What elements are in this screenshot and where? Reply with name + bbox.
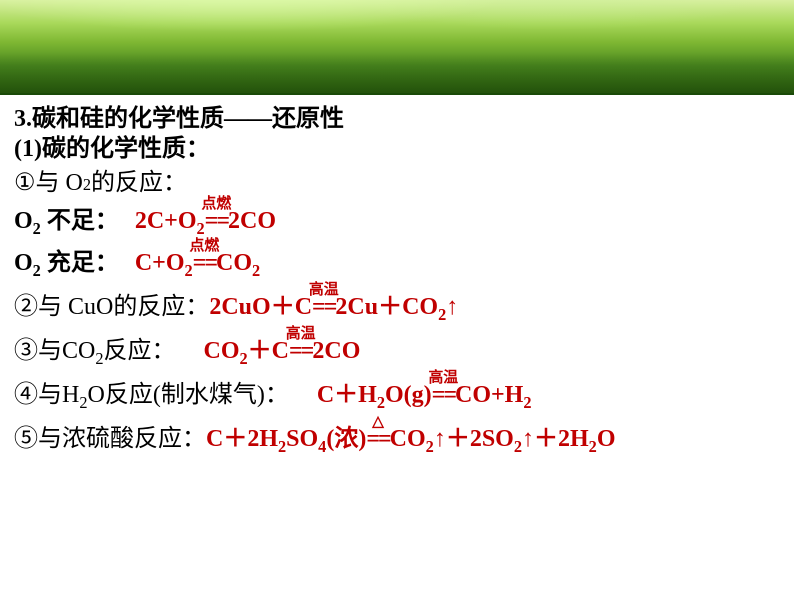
eq-sign-wrap: 高温== bbox=[312, 295, 335, 319]
s4: 2 bbox=[514, 437, 522, 456]
condition: 高温 bbox=[309, 283, 339, 298]
n: ② bbox=[14, 294, 38, 320]
eq-sign-wrap: 点燃== bbox=[193, 251, 216, 275]
l: 与 CuO的反应： bbox=[38, 294, 209, 320]
eq-left: 2C+O bbox=[135, 208, 197, 234]
condition: △ bbox=[372, 415, 383, 430]
equation-o2-low: 2C+O2点燃==2CO bbox=[135, 209, 276, 233]
eq-sign-wrap: △== bbox=[366, 427, 389, 451]
item-3: ③与CO2反应： CO2＋C高温==2CO bbox=[14, 339, 780, 363]
item-2: ②与 CuO的反应： 2CuO＋C高温==2Cu＋CO2↑ bbox=[14, 295, 780, 319]
item-1: ①与 O2 的反应： bbox=[14, 171, 780, 195]
t: O bbox=[14, 250, 33, 276]
section-number: (1) bbox=[14, 137, 42, 161]
plus: ＋C bbox=[248, 338, 289, 364]
eq-sub2: 2 bbox=[252, 261, 260, 280]
eq-mid: O(g) bbox=[385, 382, 432, 408]
eq-sub1: 2 bbox=[377, 393, 385, 412]
p4: CO bbox=[390, 426, 426, 452]
o2-high-label: O2 充足： bbox=[14, 251, 119, 275]
t2: 充足： bbox=[41, 250, 119, 276]
item-2-label: ②与 CuO的反应： bbox=[14, 295, 209, 319]
item-5-label: ⑤与浓硫酸反应 bbox=[14, 427, 182, 451]
l2: 反应： bbox=[104, 338, 176, 364]
s: 2 bbox=[95, 349, 103, 368]
item-3-label: ③与CO2反应： bbox=[14, 339, 176, 363]
condition: 点燃 bbox=[189, 239, 219, 254]
p2: SO bbox=[286, 426, 318, 452]
eq-sign-wrap: 高温== bbox=[289, 339, 312, 363]
equation-h2o: C＋H2O(g)高温==CO+H2 bbox=[317, 383, 532, 407]
eq-sub: 2 bbox=[438, 305, 446, 324]
o2-low-label: O2 不足： bbox=[14, 209, 119, 233]
eq-sign-wrap: 点燃== bbox=[205, 209, 228, 233]
eq-left: 2CuO＋C bbox=[209, 294, 312, 320]
condition: 高温 bbox=[286, 327, 316, 342]
equation-co2: CO2＋C高温==2CO bbox=[204, 339, 361, 363]
eq-right: 2Cu＋CO bbox=[335, 294, 438, 320]
ar1: ↑＋2SO bbox=[434, 426, 514, 452]
n: ⑤ bbox=[14, 426, 38, 452]
s3: 2 bbox=[426, 437, 434, 456]
item-4: ④与H2O反应(制水煤气)： C＋H2O(g)高温==CO+H2 bbox=[14, 383, 780, 407]
l2: O反应(制水煤气)： bbox=[88, 382, 289, 408]
n: ④ bbox=[14, 382, 38, 408]
eq-left: C＋H bbox=[317, 382, 377, 408]
header-banner bbox=[0, 0, 794, 95]
equation-cuo: 2CuO＋C高温==2Cu＋CO2↑ bbox=[209, 295, 458, 319]
title-text: 碳和硅的化学性质——还原性 bbox=[32, 107, 344, 131]
eq-right: 2CO bbox=[228, 208, 276, 234]
eq-sub2: 2 bbox=[523, 393, 531, 412]
eq-sub: 2 bbox=[197, 219, 205, 238]
p3: (浓) bbox=[326, 426, 366, 452]
eq-sign-wrap: 高温== bbox=[432, 383, 455, 407]
o2-insufficient: O2 不足： 2C+O2点燃==2CO bbox=[14, 209, 780, 233]
eq-right: CO+H bbox=[455, 382, 523, 408]
l: 与CO bbox=[38, 338, 95, 364]
condition: 高温 bbox=[428, 371, 458, 386]
ar2: ↑＋2H bbox=[522, 426, 589, 452]
eq-right: 2CO bbox=[312, 338, 360, 364]
o2-sufficient: O2 充足： C+O2点燃==CO2 bbox=[14, 251, 780, 275]
s1: 2 bbox=[278, 437, 286, 456]
equation-h2so4: C＋2H2SO4(浓)△==CO2↑＋2SO2↑＋2H2O bbox=[206, 427, 616, 451]
condition: 点燃 bbox=[201, 197, 231, 212]
s: 2 bbox=[79, 393, 87, 412]
eq-left: C+O bbox=[135, 250, 185, 276]
t: O bbox=[14, 208, 33, 234]
item-label-b: 的反应： bbox=[91, 171, 187, 195]
eq-left: CO bbox=[204, 338, 240, 364]
main-title: 3.碳和硅的化学性质——还原性 bbox=[14, 107, 780, 131]
item-5: ⑤与浓硫酸反应： C＋2H2SO4(浓)△==CO2↑＋2SO2↑＋2H2O bbox=[14, 427, 780, 451]
s5: 2 bbox=[589, 437, 597, 456]
s: 2 bbox=[33, 261, 41, 280]
l: 与浓硫酸反应 bbox=[38, 426, 182, 452]
t2: 不足： bbox=[41, 208, 119, 234]
l: 与H bbox=[38, 382, 79, 408]
eq-sub1: 2 bbox=[240, 349, 248, 368]
colon: ： bbox=[182, 427, 206, 451]
item-label-a: 与 O bbox=[36, 171, 83, 195]
s: 2 bbox=[33, 219, 41, 238]
item-number: ① bbox=[14, 171, 36, 195]
section-text: 碳的化学性质： bbox=[42, 137, 210, 161]
arrow-up: ↑ bbox=[446, 294, 458, 320]
item-4-label: ④与H2O反应(制水煤气)： bbox=[14, 383, 289, 407]
p1: C＋2H bbox=[206, 426, 278, 452]
eq-sub: 2 bbox=[185, 261, 193, 280]
eq-right: CO bbox=[216, 250, 252, 276]
equation-o2-high: C+O2点燃==CO2 bbox=[135, 251, 260, 275]
title-number: 3. bbox=[14, 107, 32, 131]
n: ③ bbox=[14, 338, 38, 364]
section-1-title: (1)碳的化学性质： bbox=[14, 137, 780, 161]
slide-content: 3.碳和硅的化学性质——还原性 (1)碳的化学性质： ①与 O2 的反应： O2… bbox=[0, 95, 794, 451]
p5: O bbox=[597, 426, 616, 452]
